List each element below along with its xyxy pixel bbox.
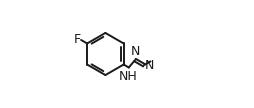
Text: F: F	[73, 33, 81, 46]
Text: N: N	[145, 59, 154, 72]
Text: NH: NH	[119, 70, 138, 83]
Text: N: N	[130, 45, 140, 58]
